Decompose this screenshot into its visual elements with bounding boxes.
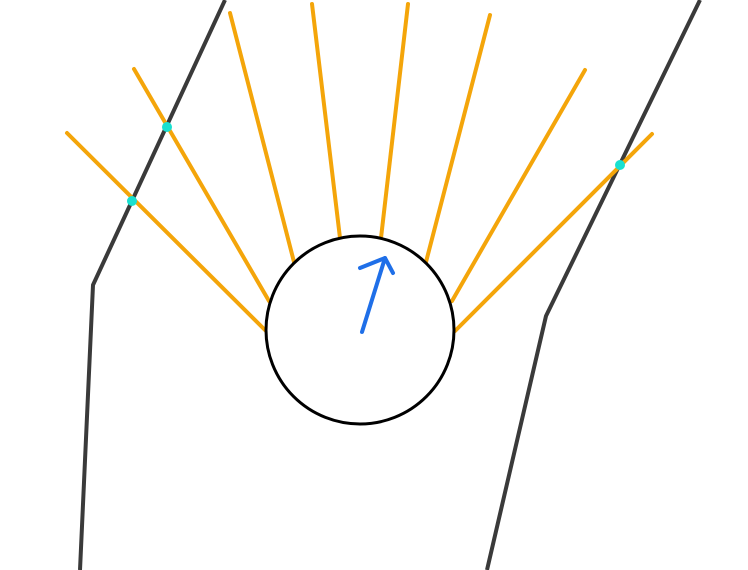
heading-arrow-head <box>358 256 395 275</box>
sensor-ray-1 <box>65 131 268 333</box>
hit-point-1 <box>162 122 172 132</box>
sensor-ray-7 <box>450 68 587 303</box>
left-wall <box>78 0 227 570</box>
sensor-ray-2 <box>132 67 271 303</box>
sensor-ray-4 <box>310 2 342 240</box>
walls <box>78 0 702 570</box>
heading-arrow <box>358 256 395 334</box>
heading-arrow-shaft <box>360 256 387 334</box>
robot-body <box>264 234 456 426</box>
hit-points <box>127 122 625 206</box>
hit-point-2 <box>127 196 137 206</box>
sensor-ray-3 <box>228 11 296 264</box>
right-wall <box>485 0 702 570</box>
sensor-ray-6 <box>424 13 492 264</box>
hit-point-3 <box>615 160 625 170</box>
sensor-ray-5 <box>379 2 410 240</box>
